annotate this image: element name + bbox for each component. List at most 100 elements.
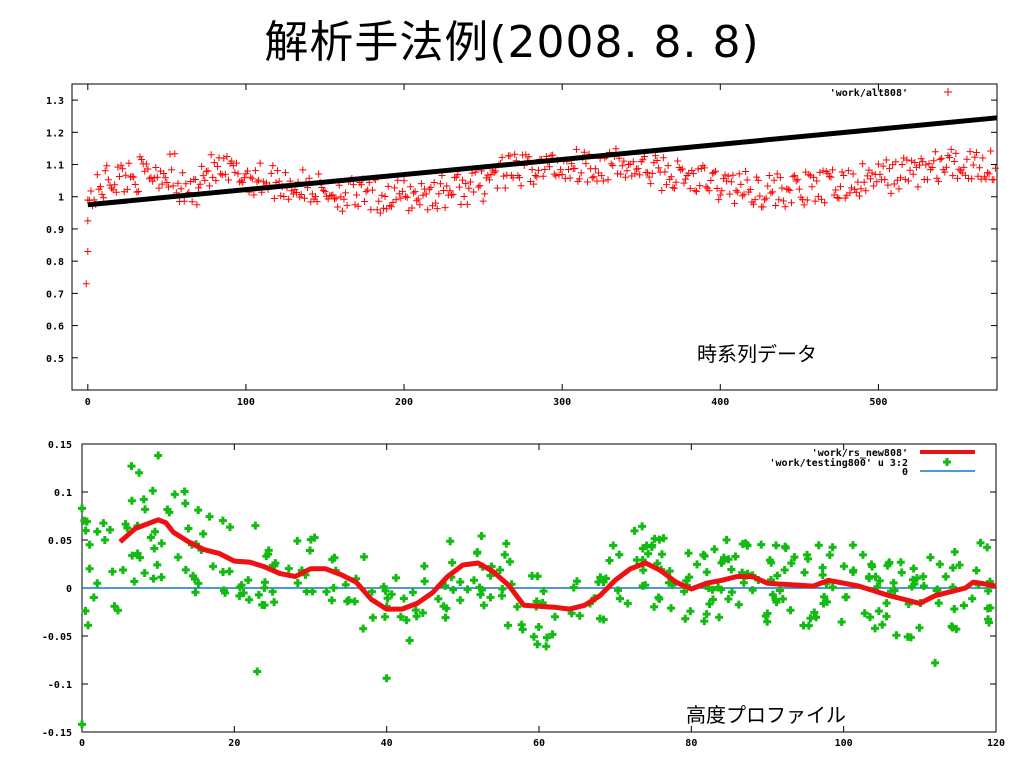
data-point bbox=[87, 187, 95, 195]
data-point bbox=[93, 171, 101, 179]
data-point bbox=[875, 576, 884, 585]
data-point bbox=[531, 171, 539, 179]
data-point bbox=[277, 192, 285, 200]
data-point bbox=[141, 505, 150, 514]
data-point bbox=[670, 184, 678, 192]
data-point bbox=[138, 155, 146, 163]
data-point bbox=[731, 199, 739, 207]
data-point bbox=[724, 555, 733, 564]
data-point bbox=[469, 576, 478, 585]
data-point bbox=[844, 167, 852, 175]
data-point bbox=[762, 194, 770, 202]
data-point bbox=[637, 158, 645, 166]
data-point bbox=[722, 535, 731, 544]
data-point bbox=[368, 186, 376, 194]
data-point bbox=[882, 612, 891, 621]
data-point bbox=[293, 578, 302, 587]
data-point bbox=[194, 184, 202, 192]
data-point bbox=[497, 591, 506, 600]
data-point bbox=[542, 633, 551, 642]
data-point bbox=[293, 536, 302, 545]
data-point bbox=[150, 174, 158, 182]
data-point bbox=[101, 167, 109, 175]
data-point bbox=[305, 174, 313, 182]
data-point bbox=[702, 610, 711, 619]
data-point bbox=[542, 642, 551, 651]
data-point bbox=[378, 191, 386, 199]
data-point bbox=[904, 177, 912, 185]
data-point bbox=[93, 579, 102, 588]
data-point bbox=[669, 184, 677, 192]
x-tick-label: 20 bbox=[228, 738, 240, 749]
data-point bbox=[972, 149, 980, 157]
data-point bbox=[881, 176, 889, 184]
data-point bbox=[901, 175, 909, 183]
data-point bbox=[329, 191, 337, 199]
data-point bbox=[653, 559, 662, 568]
data-point bbox=[148, 486, 157, 495]
data-point bbox=[883, 561, 892, 570]
data-point bbox=[382, 674, 391, 683]
data-point bbox=[756, 192, 764, 200]
data-point bbox=[952, 149, 960, 157]
data-point bbox=[549, 151, 557, 159]
data-point bbox=[791, 172, 799, 180]
data-point bbox=[684, 549, 693, 558]
data-point bbox=[154, 451, 163, 460]
data-point bbox=[917, 155, 925, 163]
x-tick-label: 80 bbox=[685, 738, 697, 749]
data-point bbox=[647, 180, 655, 188]
data-point bbox=[430, 178, 438, 186]
data-point bbox=[664, 162, 672, 170]
data-point bbox=[177, 185, 185, 193]
x-tick-label: 100 bbox=[237, 397, 255, 408]
data-point bbox=[884, 181, 892, 189]
data-point bbox=[663, 181, 671, 189]
data-point bbox=[373, 206, 381, 214]
data-point bbox=[191, 588, 200, 597]
data-point bbox=[169, 182, 177, 190]
data-point bbox=[865, 166, 873, 174]
data-point bbox=[934, 177, 942, 185]
data-point bbox=[738, 192, 746, 200]
data-point bbox=[631, 170, 639, 178]
data-point bbox=[818, 571, 827, 580]
data-point bbox=[950, 547, 959, 556]
data-point bbox=[862, 187, 870, 195]
data-point bbox=[492, 167, 500, 175]
data-point bbox=[209, 173, 217, 181]
data-point bbox=[460, 193, 468, 201]
data-point bbox=[864, 572, 873, 581]
data-point bbox=[225, 567, 234, 576]
data-point bbox=[719, 553, 728, 562]
data-point bbox=[582, 160, 590, 168]
data-point bbox=[963, 155, 971, 163]
data-point bbox=[805, 170, 813, 178]
data-point bbox=[781, 542, 790, 551]
data-point bbox=[870, 182, 878, 190]
smoothed-line bbox=[118, 517, 997, 612]
data-point bbox=[806, 172, 814, 180]
data-point bbox=[906, 166, 914, 174]
data-point bbox=[727, 565, 736, 574]
data-point bbox=[765, 556, 774, 565]
data-point bbox=[655, 164, 663, 172]
data-point bbox=[139, 495, 148, 504]
data-point bbox=[803, 196, 811, 204]
data-point bbox=[910, 580, 919, 589]
data-point bbox=[193, 201, 201, 209]
data-point bbox=[612, 145, 620, 153]
data-point bbox=[414, 195, 422, 203]
data-point bbox=[329, 583, 338, 592]
data-point bbox=[433, 205, 441, 213]
data-point bbox=[968, 175, 976, 183]
data-point bbox=[181, 499, 190, 508]
data-point bbox=[288, 187, 296, 195]
data-point bbox=[555, 171, 563, 179]
data-point bbox=[858, 550, 867, 559]
data-point bbox=[925, 160, 933, 168]
data-point bbox=[158, 180, 166, 188]
data-point bbox=[225, 523, 234, 532]
data-point bbox=[446, 187, 454, 195]
data-point bbox=[85, 564, 94, 573]
